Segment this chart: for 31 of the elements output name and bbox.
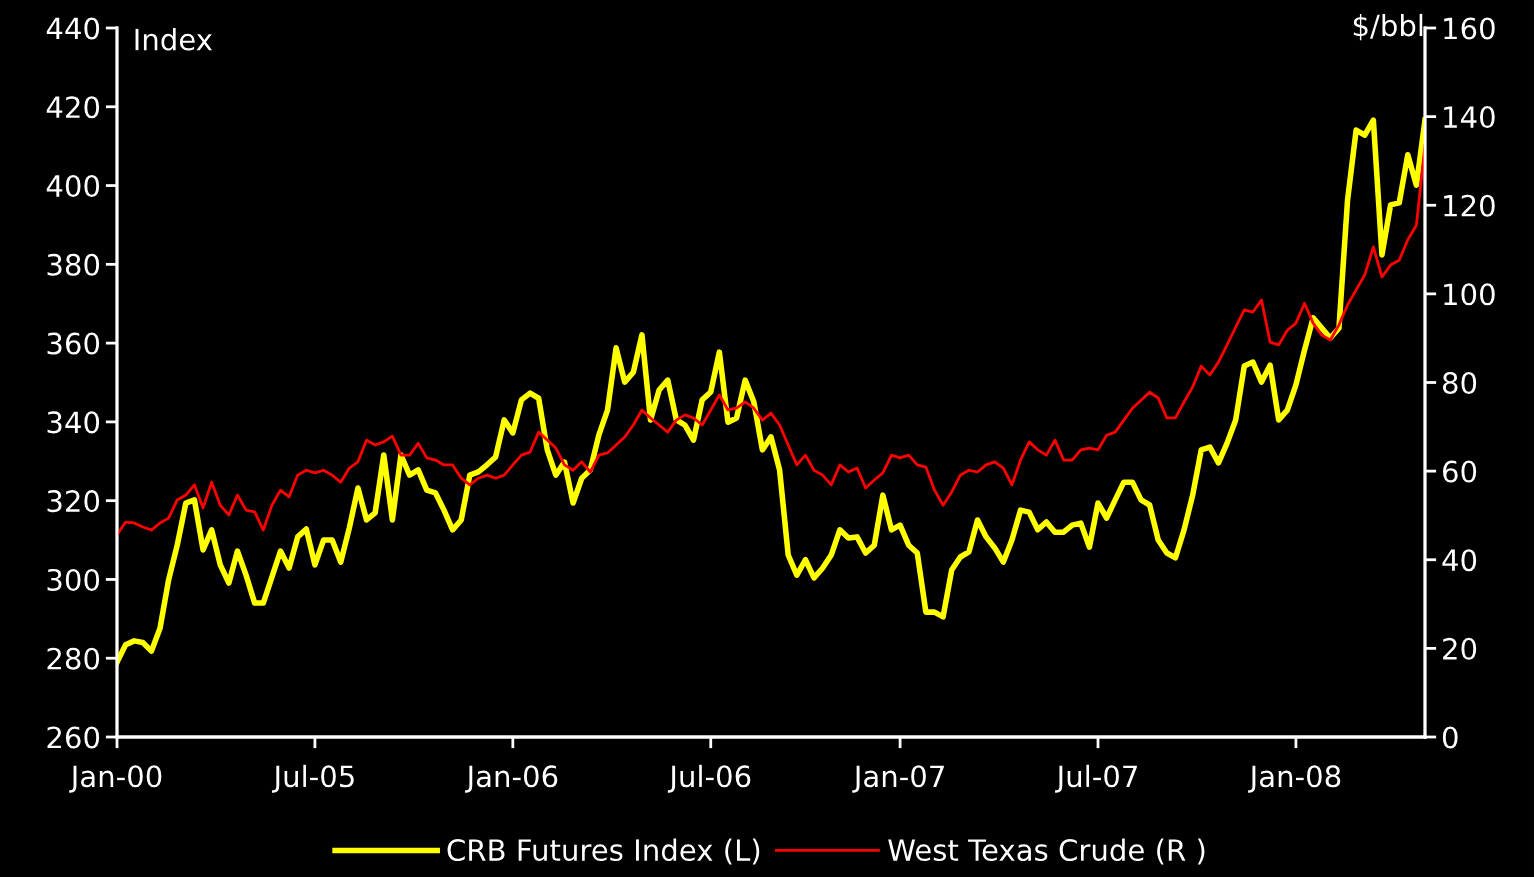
y-tick-label: 340 xyxy=(47,411,100,434)
x-tick-label: Jul-06 xyxy=(667,764,751,793)
y-tick-label: 360 xyxy=(47,332,100,355)
x-tick-label: Jul-07 xyxy=(1055,764,1137,793)
y2-tick-label: 80 xyxy=(1442,371,1477,394)
y2-tick-label: 60 xyxy=(1443,460,1477,483)
x-tick-label: Jan-07 xyxy=(852,765,944,793)
x-tick-label: Jul-05 xyxy=(272,764,354,793)
x-tick-label: Jan-08 xyxy=(1248,765,1341,793)
legend-label: CRB Futures Index (L) xyxy=(447,838,760,865)
y2-tick-label: 20 xyxy=(1443,637,1477,660)
line-series xyxy=(117,143,1425,537)
y-tick-label: 420 xyxy=(46,96,100,119)
x-tick-label: Jan-00 xyxy=(69,765,162,793)
y2-tick-label: 40 xyxy=(1442,549,1477,572)
y-tick-label: 280 xyxy=(47,647,100,670)
y-tick-label: 400 xyxy=(46,174,100,198)
y-tick-label: 380 xyxy=(47,253,100,276)
y2-tick-label: 100 xyxy=(1444,283,1495,306)
y2-tick-label: 160 xyxy=(1444,17,1495,40)
legend-label: West Texas Crude (R ) xyxy=(888,838,1205,865)
y2-axis-title: $/bbl xyxy=(1353,13,1423,41)
y-tick-label: 300 xyxy=(47,568,100,591)
y-tick-label: 260 xyxy=(47,726,100,749)
x-tick-label: Jan-06 xyxy=(465,765,558,793)
y-tick-label: 440 xyxy=(46,17,100,40)
y2-tick-label: 0 xyxy=(1442,726,1458,749)
y-tick-label: 320 xyxy=(47,490,100,513)
y-axis-title: Index xyxy=(135,28,213,51)
y2-tick-label: 120 xyxy=(1444,194,1495,217)
y2-tick-label: 140 xyxy=(1444,106,1495,129)
